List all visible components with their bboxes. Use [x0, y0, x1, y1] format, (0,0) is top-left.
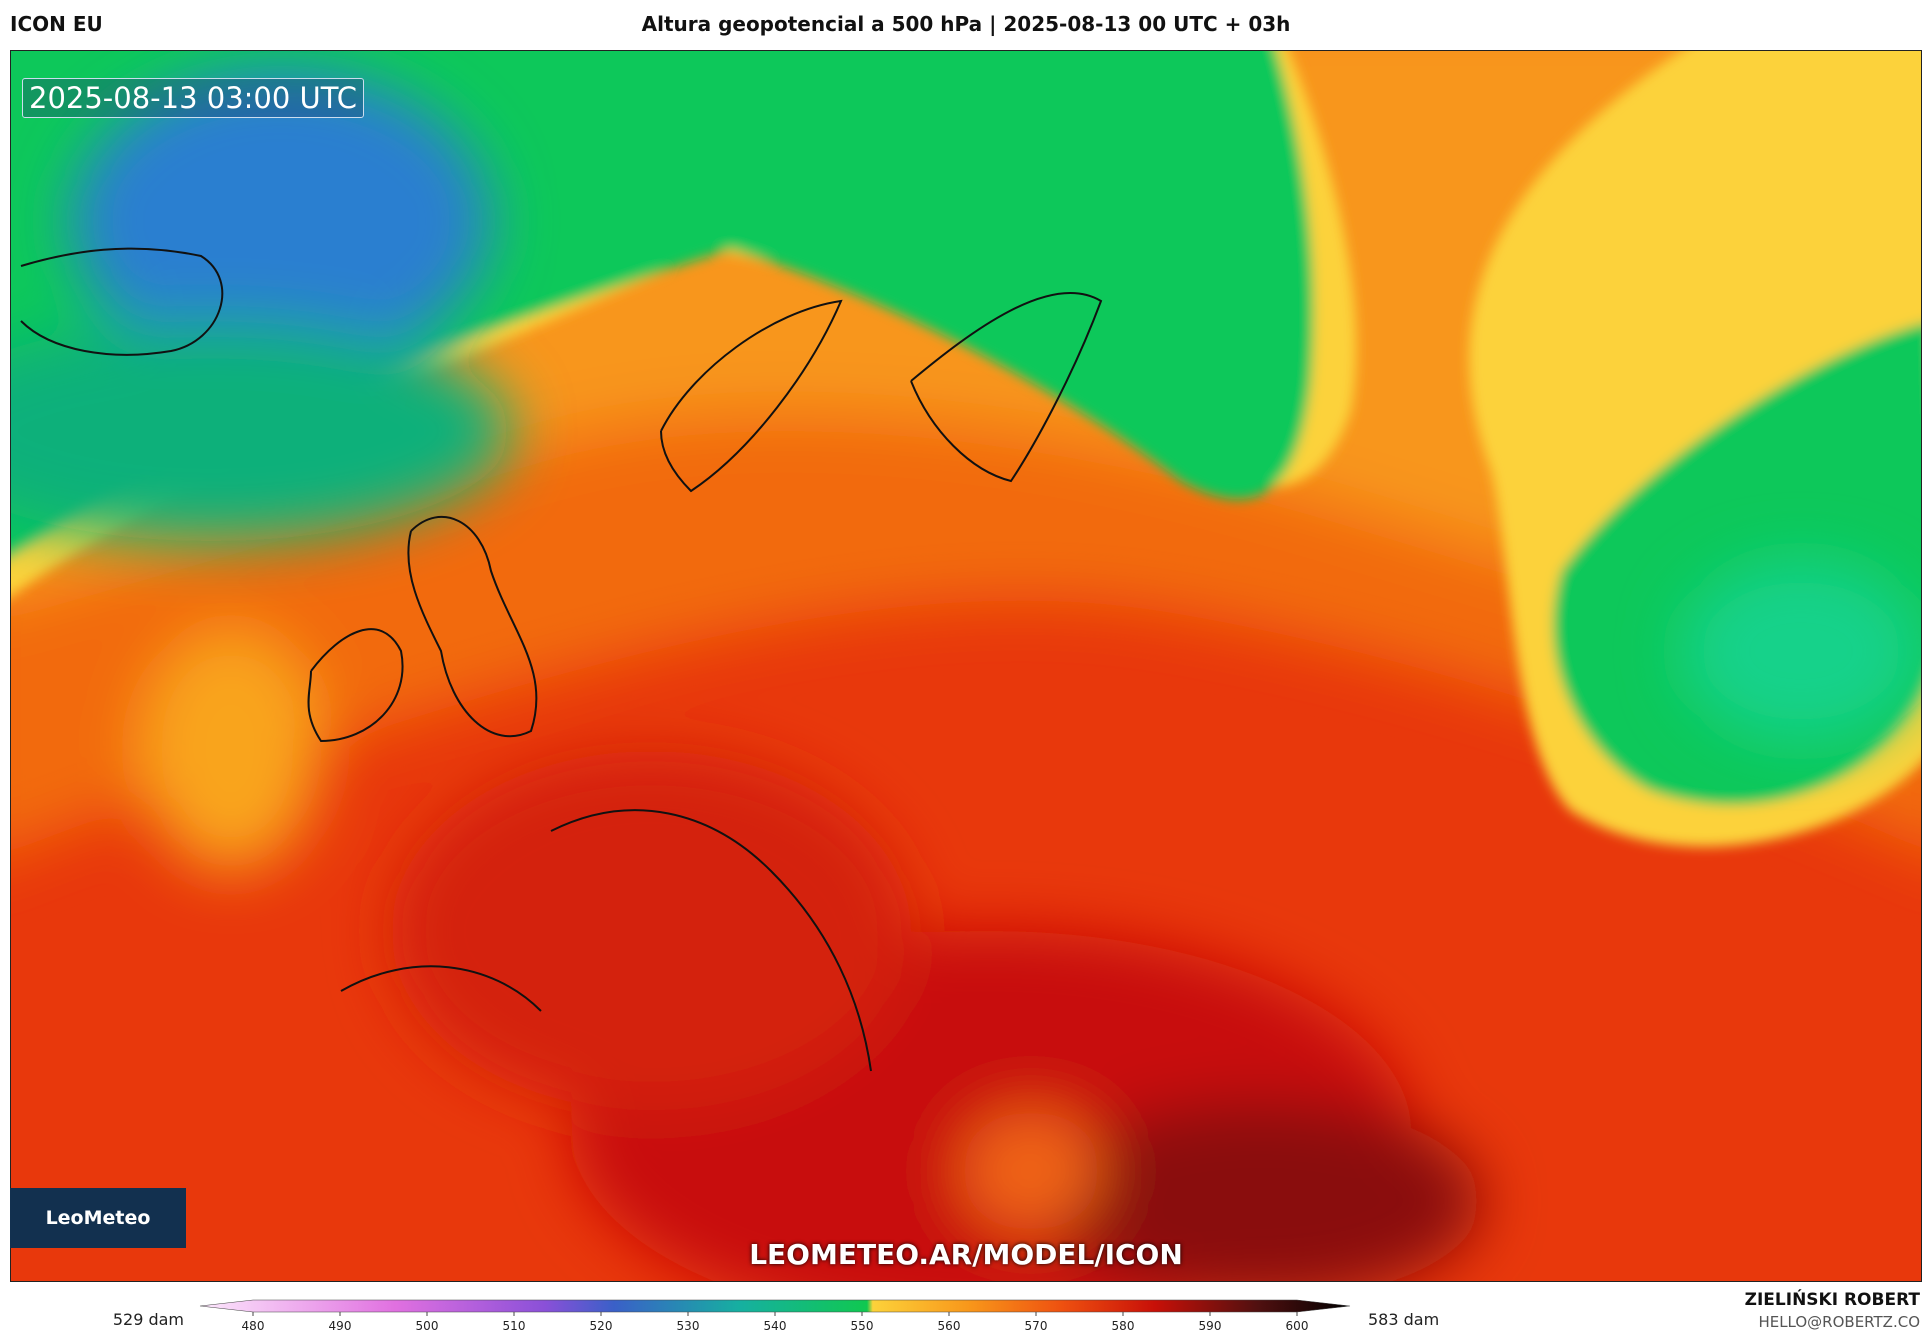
colorbar-tick-label: 530 [677, 1319, 700, 1333]
colorbar-tick-label: 510 [503, 1319, 526, 1333]
max-label: 583 dam [1368, 1310, 1440, 1329]
watermark: LEOMETEO.AR/MODEL/ICON [749, 1238, 1183, 1271]
colorbar-tick-label: 550 [851, 1319, 874, 1333]
colorbar-tick-label: 600 [1286, 1319, 1309, 1333]
model-name: ICON EU [10, 12, 103, 36]
colorbar-tick-label: 590 [1199, 1319, 1222, 1333]
logo: LeoMeteo [10, 1188, 186, 1248]
colorbar-tick-label: 500 [416, 1319, 439, 1333]
author: ZIELIŃSKI ROBERT [1744, 1290, 1920, 1310]
map [10, 50, 1922, 1282]
colorbar-tick-label: 560 [938, 1319, 961, 1333]
colorbar-tick-label: 580 [1112, 1319, 1135, 1333]
email: HELLO@ROBERTZ.CO [1758, 1313, 1920, 1331]
colorbar-tick-label: 480 [242, 1319, 265, 1333]
colorbar: 480 490 500 510 520 530 540 550 560 570 580 590 600 [199, 1299, 1351, 1333]
colorbar-ramp [199, 1299, 1351, 1313]
colorbar-tick-label: 570 [1025, 1319, 1048, 1333]
colorbar-tick-label: 520 [590, 1319, 613, 1333]
colorbar-tick-label: 540 [764, 1319, 787, 1333]
colorbar-tick-label: 490 [329, 1319, 352, 1333]
map-field [11, 51, 1921, 1281]
min-label: 529 dam [112, 1310, 184, 1329]
map-title: Altura geopotencial a 500 hPa | 2025-08-… [641, 12, 1291, 36]
timestamp: 2025-08-13 03:00 UTC [22, 78, 365, 118]
